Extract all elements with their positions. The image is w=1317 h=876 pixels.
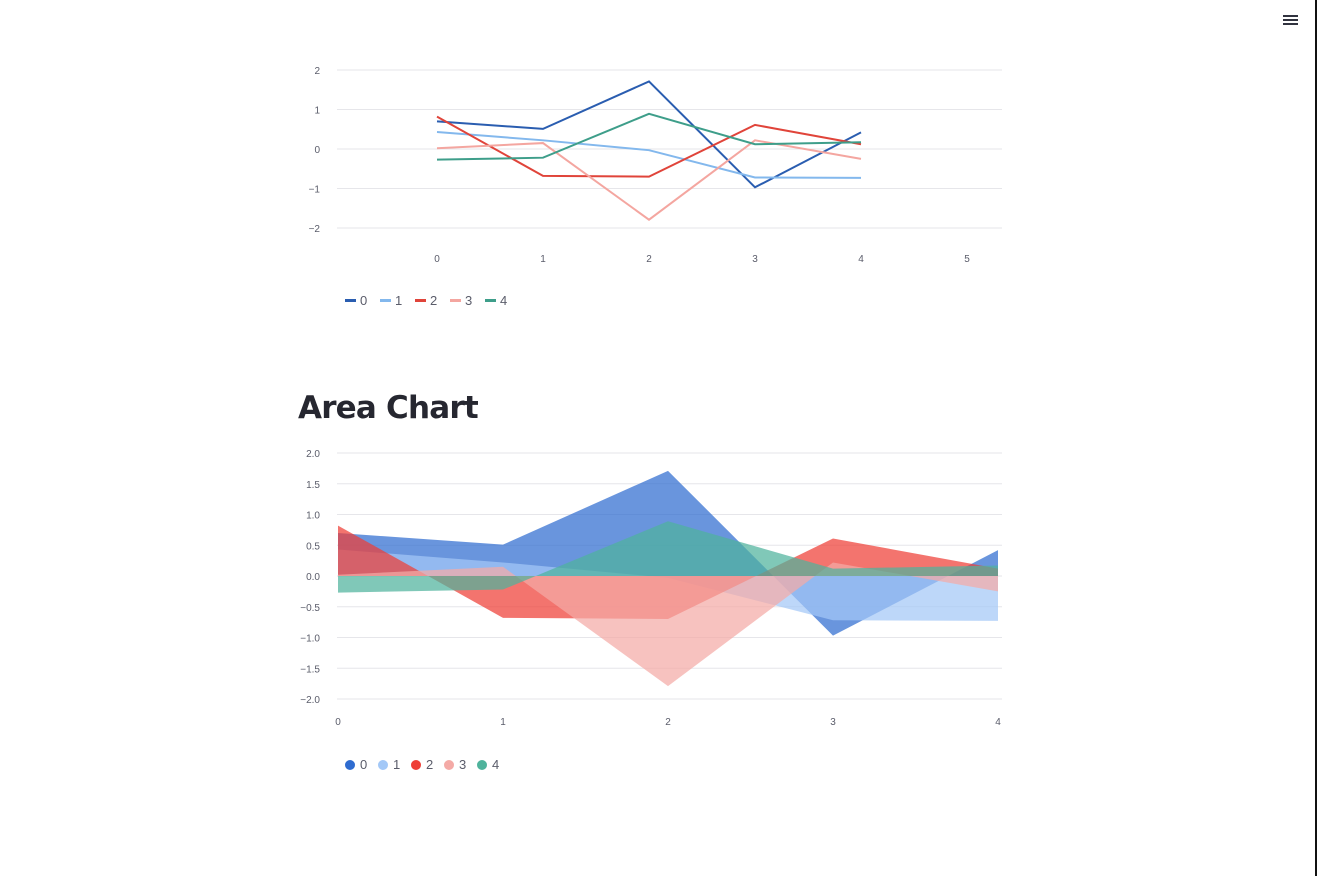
legend-label: 1 bbox=[393, 757, 400, 772]
x-tick-label: 3 bbox=[830, 717, 836, 728]
y-tick-label: 2.0 bbox=[306, 449, 320, 460]
legend-swatch bbox=[345, 760, 355, 770]
y-tick-label: −0.5 bbox=[300, 603, 320, 614]
series-line-1 bbox=[436, 131, 862, 179]
x-tick-label: 4 bbox=[858, 254, 864, 265]
y-tick-label: 1 bbox=[314, 106, 320, 117]
legend-label: 2 bbox=[430, 293, 437, 308]
main-menu-button[interactable] bbox=[1280, 10, 1304, 30]
series-line-3 bbox=[436, 139, 862, 221]
legend-swatch bbox=[415, 299, 426, 302]
y-tick-label: 1.0 bbox=[306, 511, 320, 522]
y-tick-label: −1.0 bbox=[300, 634, 320, 645]
y-tick-label: 0 bbox=[314, 145, 320, 156]
y-tick-label: 2 bbox=[314, 66, 320, 77]
series-area-2 bbox=[338, 525, 998, 620]
legend-label: 1 bbox=[395, 293, 402, 308]
series-line-4 bbox=[436, 112, 862, 161]
y-tick-label: −2.0 bbox=[300, 695, 320, 706]
x-tick-label: 0 bbox=[434, 254, 440, 265]
series-area-3 bbox=[338, 562, 998, 687]
x-tick-label: 2 bbox=[665, 717, 671, 728]
x-tick-label: 1 bbox=[500, 717, 506, 728]
legend-swatch bbox=[485, 299, 496, 302]
hamburger-menu-icon-bar bbox=[1283, 19, 1298, 21]
x-tick-label: 2 bbox=[646, 254, 652, 265]
hamburger-menu-icon bbox=[1283, 15, 1298, 17]
legend-swatch bbox=[378, 760, 388, 770]
legend-label: 3 bbox=[459, 757, 466, 772]
legend-label: 4 bbox=[500, 293, 507, 308]
y-tick-label: 0.5 bbox=[306, 541, 320, 552]
area-chart-title: Area Chart bbox=[298, 390, 479, 426]
series-line-0 bbox=[436, 80, 862, 189]
legend-label: 2 bbox=[426, 757, 433, 772]
legend-swatch bbox=[411, 760, 421, 770]
legend-label: 0 bbox=[360, 757, 367, 772]
x-tick-label: 1 bbox=[540, 254, 546, 265]
window-edge bbox=[1315, 0, 1317, 876]
legend-swatch bbox=[444, 760, 454, 770]
series-area-4 bbox=[338, 521, 998, 593]
legend-swatch bbox=[477, 760, 487, 770]
x-tick-label: 3 bbox=[752, 254, 758, 265]
legend-label: 3 bbox=[465, 293, 472, 308]
y-tick-label: 0.0 bbox=[306, 572, 320, 583]
hamburger-menu-icon-bar bbox=[1283, 23, 1298, 25]
legend-label: 4 bbox=[492, 757, 499, 772]
y-tick-label: 1.5 bbox=[306, 480, 320, 491]
legend-swatch bbox=[380, 299, 391, 302]
line-chart: 2 1 0 −1 −2 0 1 2 3 4 5 0 1 2 3 4 bbox=[309, 66, 1002, 308]
legend-swatch bbox=[345, 299, 356, 302]
legend-label: 0 bbox=[360, 293, 367, 308]
x-tick-label: 0 bbox=[335, 717, 341, 728]
x-tick-label: 4 bbox=[995, 717, 1001, 728]
y-tick-label: −2 bbox=[309, 224, 321, 235]
y-tick-label: −1.5 bbox=[300, 664, 320, 675]
series-line-2 bbox=[436, 115, 862, 178]
x-tick-label: 5 bbox=[964, 254, 970, 265]
legend-swatch bbox=[450, 299, 461, 302]
y-tick-label: −1 bbox=[309, 185, 321, 196]
